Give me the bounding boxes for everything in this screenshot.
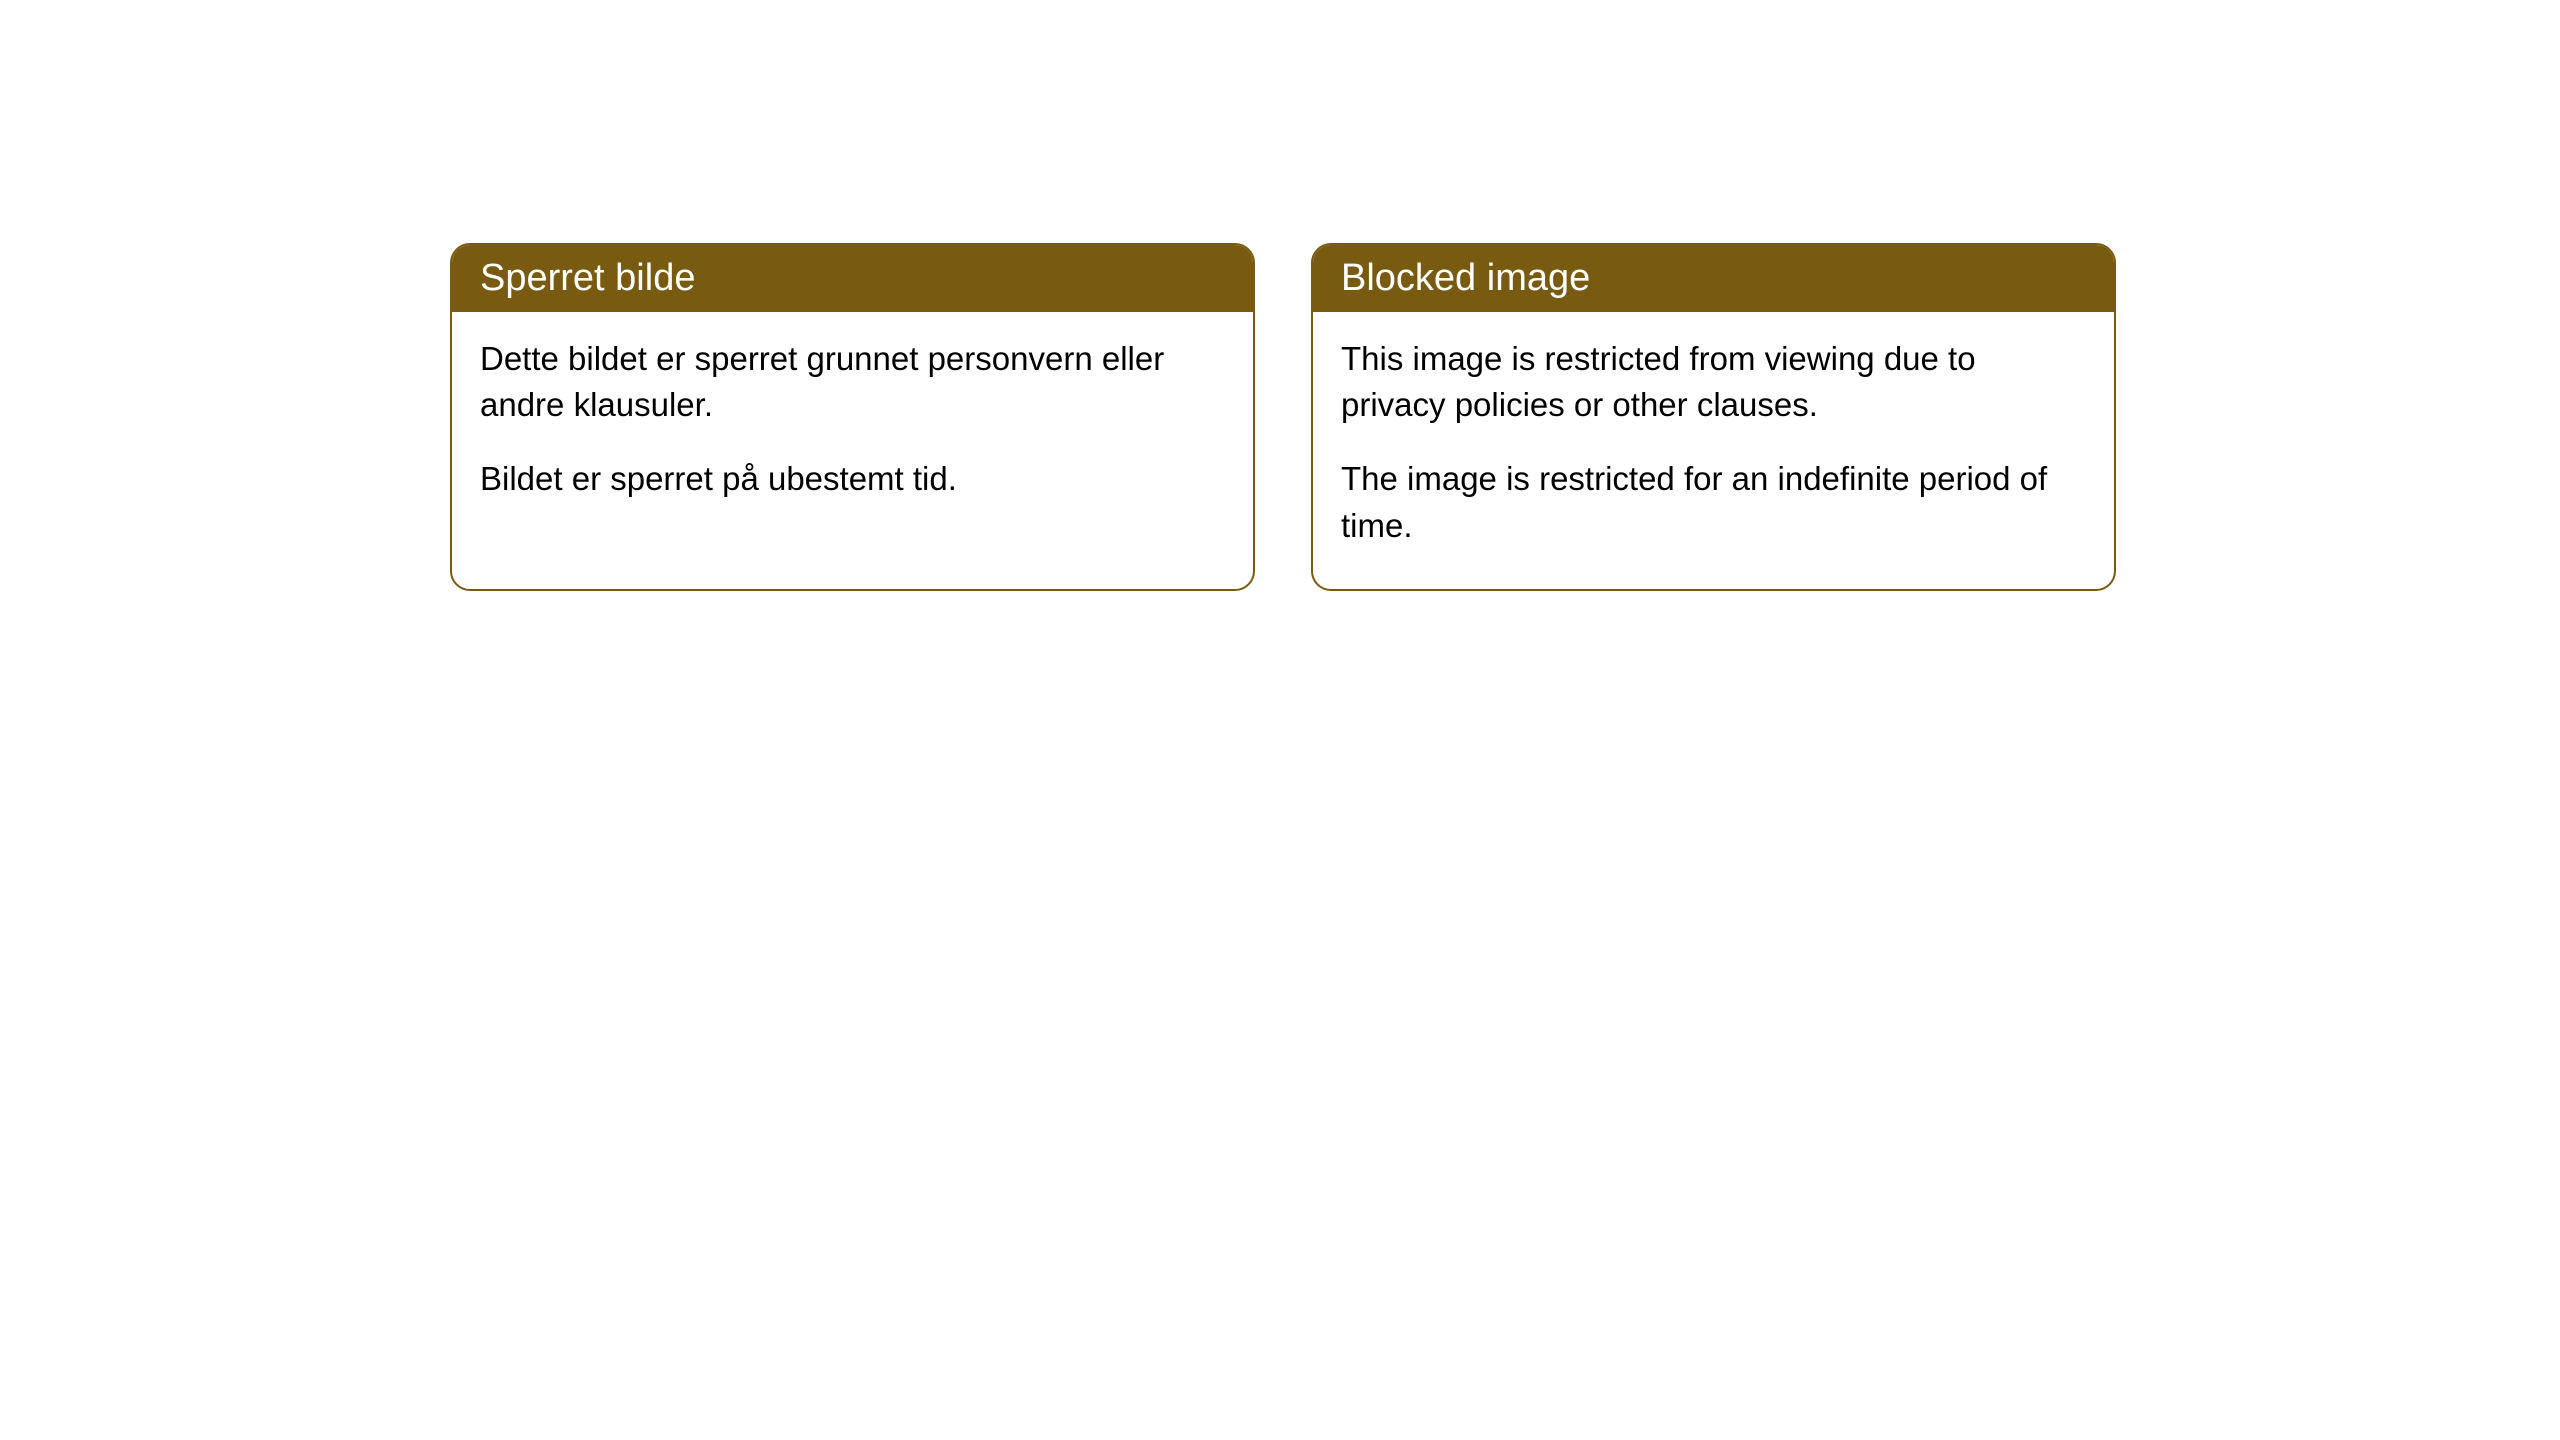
blocked-image-card-no: Sperret bilde Dette bildet er sperret gr… [450, 243, 1255, 591]
card-para1-en: This image is restricted from viewing du… [1341, 336, 2086, 428]
card-header-en: Blocked image [1313, 245, 2114, 312]
card-header-no: Sperret bilde [452, 245, 1253, 312]
card-para2-no: Bildet er sperret på ubestemt tid. [480, 456, 1225, 502]
card-body-no: Dette bildet er sperret grunnet personve… [452, 312, 1253, 543]
card-para2-en: The image is restricted for an indefinit… [1341, 456, 2086, 548]
card-body-en: This image is restricted from viewing du… [1313, 312, 2114, 589]
cards-container: Sperret bilde Dette bildet er sperret gr… [450, 243, 2116, 591]
card-para1-no: Dette bildet er sperret grunnet personve… [480, 336, 1225, 428]
blocked-image-card-en: Blocked image This image is restricted f… [1311, 243, 2116, 591]
